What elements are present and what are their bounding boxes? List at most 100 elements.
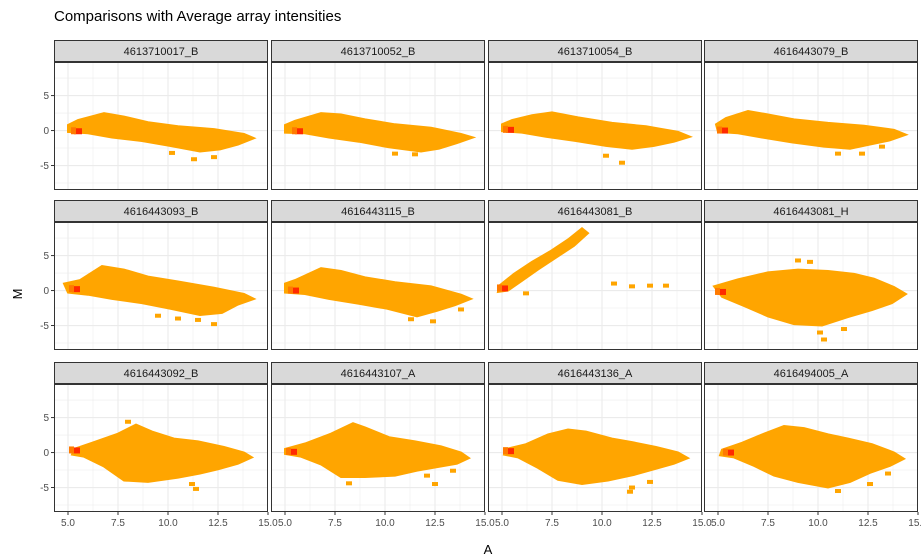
panel-data <box>62 265 257 327</box>
outlier-bin <box>885 471 891 476</box>
y-tick-label: -5 <box>40 483 49 494</box>
dense-bin <box>497 284 502 292</box>
x-tick-label: 7.5 <box>328 518 342 529</box>
facet-panel: 4616443079_B <box>704 40 918 190</box>
facet-strip <box>54 40 268 62</box>
facet-panel: 4616443115_B <box>271 200 485 350</box>
density-region <box>712 268 908 327</box>
dense-bin <box>286 447 291 455</box>
outlier-bin <box>191 157 197 162</box>
dense-bin <box>71 127 76 135</box>
facet-strip-label: 4616443092_B <box>124 368 199 380</box>
dense-bin <box>291 287 299 294</box>
outlier-bin <box>424 473 430 478</box>
outlier-bin <box>450 468 456 473</box>
density-region <box>284 112 477 153</box>
x-tick-label: 12.5 <box>425 518 445 529</box>
panel-border <box>271 62 485 190</box>
x-tick-label: 15.0 <box>475 518 495 529</box>
facet-strip <box>271 40 485 62</box>
dense-bin <box>289 448 297 455</box>
dense-bin <box>717 126 722 134</box>
dense-bin <box>503 447 508 455</box>
outlier-bin <box>611 281 617 286</box>
panel-data <box>284 422 471 487</box>
outlier-bin <box>603 153 609 158</box>
x-tick-label: 5.0 <box>61 518 75 529</box>
panel-border <box>704 62 918 190</box>
density-region <box>496 227 590 294</box>
dense-bin <box>74 128 82 135</box>
outlier-bin <box>193 486 199 491</box>
density-region <box>714 109 909 150</box>
x-tick-label: 15.0 <box>692 518 712 529</box>
facet-panel: 4616443092_B <box>54 362 268 512</box>
dense-bin <box>718 288 726 295</box>
outlier-bin <box>867 482 873 487</box>
facet-panel: 4616494005_A <box>704 362 918 512</box>
facet-panel: 4613710052_B <box>271 40 485 190</box>
facet-strip <box>704 40 918 62</box>
facet-strip <box>488 200 702 222</box>
x-tick-label: 12.5 <box>642 518 662 529</box>
outlier-bin <box>663 283 669 288</box>
y-tick-label: 5 <box>43 413 49 424</box>
outlier-bin <box>175 316 181 321</box>
outlier-bin <box>841 327 847 332</box>
panel-border <box>271 222 485 350</box>
dense-bin <box>72 447 80 454</box>
outlier-bin <box>169 150 175 155</box>
facet-strip <box>488 362 702 384</box>
outlier-bin <box>647 479 653 484</box>
y-tick-label: 0 <box>43 448 49 459</box>
facet-strip-label: 4616443093_B <box>124 206 199 218</box>
facet-panel: 4613710017_B <box>54 40 268 190</box>
outlier-bin <box>835 151 841 156</box>
panel-data <box>502 428 691 494</box>
y-axis: 5 0 -5 5 0 -5 5 0 -5 <box>40 91 54 494</box>
facet-strip <box>271 362 485 384</box>
x-tick-label: 15.0 <box>258 518 278 529</box>
dense-bin <box>720 127 728 134</box>
panel-data <box>284 267 474 324</box>
dense-bin <box>506 448 514 455</box>
outlier-bin <box>619 160 625 165</box>
outlier-bin <box>195 317 201 322</box>
panel-border <box>54 62 268 190</box>
outlier-bin <box>155 313 161 318</box>
facet-strip-label: 4613710054_B <box>558 46 633 58</box>
panel-border <box>488 384 702 512</box>
panel-border <box>488 62 702 190</box>
dense-bin <box>292 127 297 135</box>
panel-data <box>67 112 257 162</box>
density-region <box>502 428 691 486</box>
dense-bin <box>723 448 728 456</box>
panel-data <box>501 111 693 165</box>
dense-bin <box>506 126 514 133</box>
facet-strip-label: 4616443079_B <box>774 46 849 58</box>
dense-bin <box>500 285 508 292</box>
x-axis: 5.0 7.5 10.0 12.5 15.0 5.0 7.5 10.0 12.5 15.0 5.0 7… <box>61 512 921 529</box>
facet-strip-label: 4616443136_A <box>558 368 633 380</box>
facet-strip <box>488 40 702 62</box>
panel-border <box>704 384 918 512</box>
outlier-bin <box>629 485 635 490</box>
facet-strip <box>271 200 485 222</box>
x-tick-label: 10.0 <box>592 518 612 529</box>
outlier-bin <box>125 419 131 424</box>
facet-strip-label: 4616443115_B <box>341 206 415 218</box>
outlier-bin <box>430 319 436 324</box>
facet-panels: 4613710017_B 4613710052_B 4613710054_B 4616… <box>54 40 918 512</box>
x-tick-label: 7.5 <box>761 518 775 529</box>
outlier-bin <box>189 482 195 487</box>
outlier-bin <box>859 151 865 156</box>
panel-data <box>714 109 909 156</box>
density-region <box>501 111 693 150</box>
dense-bin <box>715 287 720 295</box>
dense-bin <box>69 446 74 454</box>
panel-border <box>704 222 918 350</box>
facet-strip-label: 4613710017_B <box>124 46 199 58</box>
y-tick-label: -5 <box>40 321 49 332</box>
outlier-bin <box>647 283 653 288</box>
outlier-bin <box>346 481 352 486</box>
